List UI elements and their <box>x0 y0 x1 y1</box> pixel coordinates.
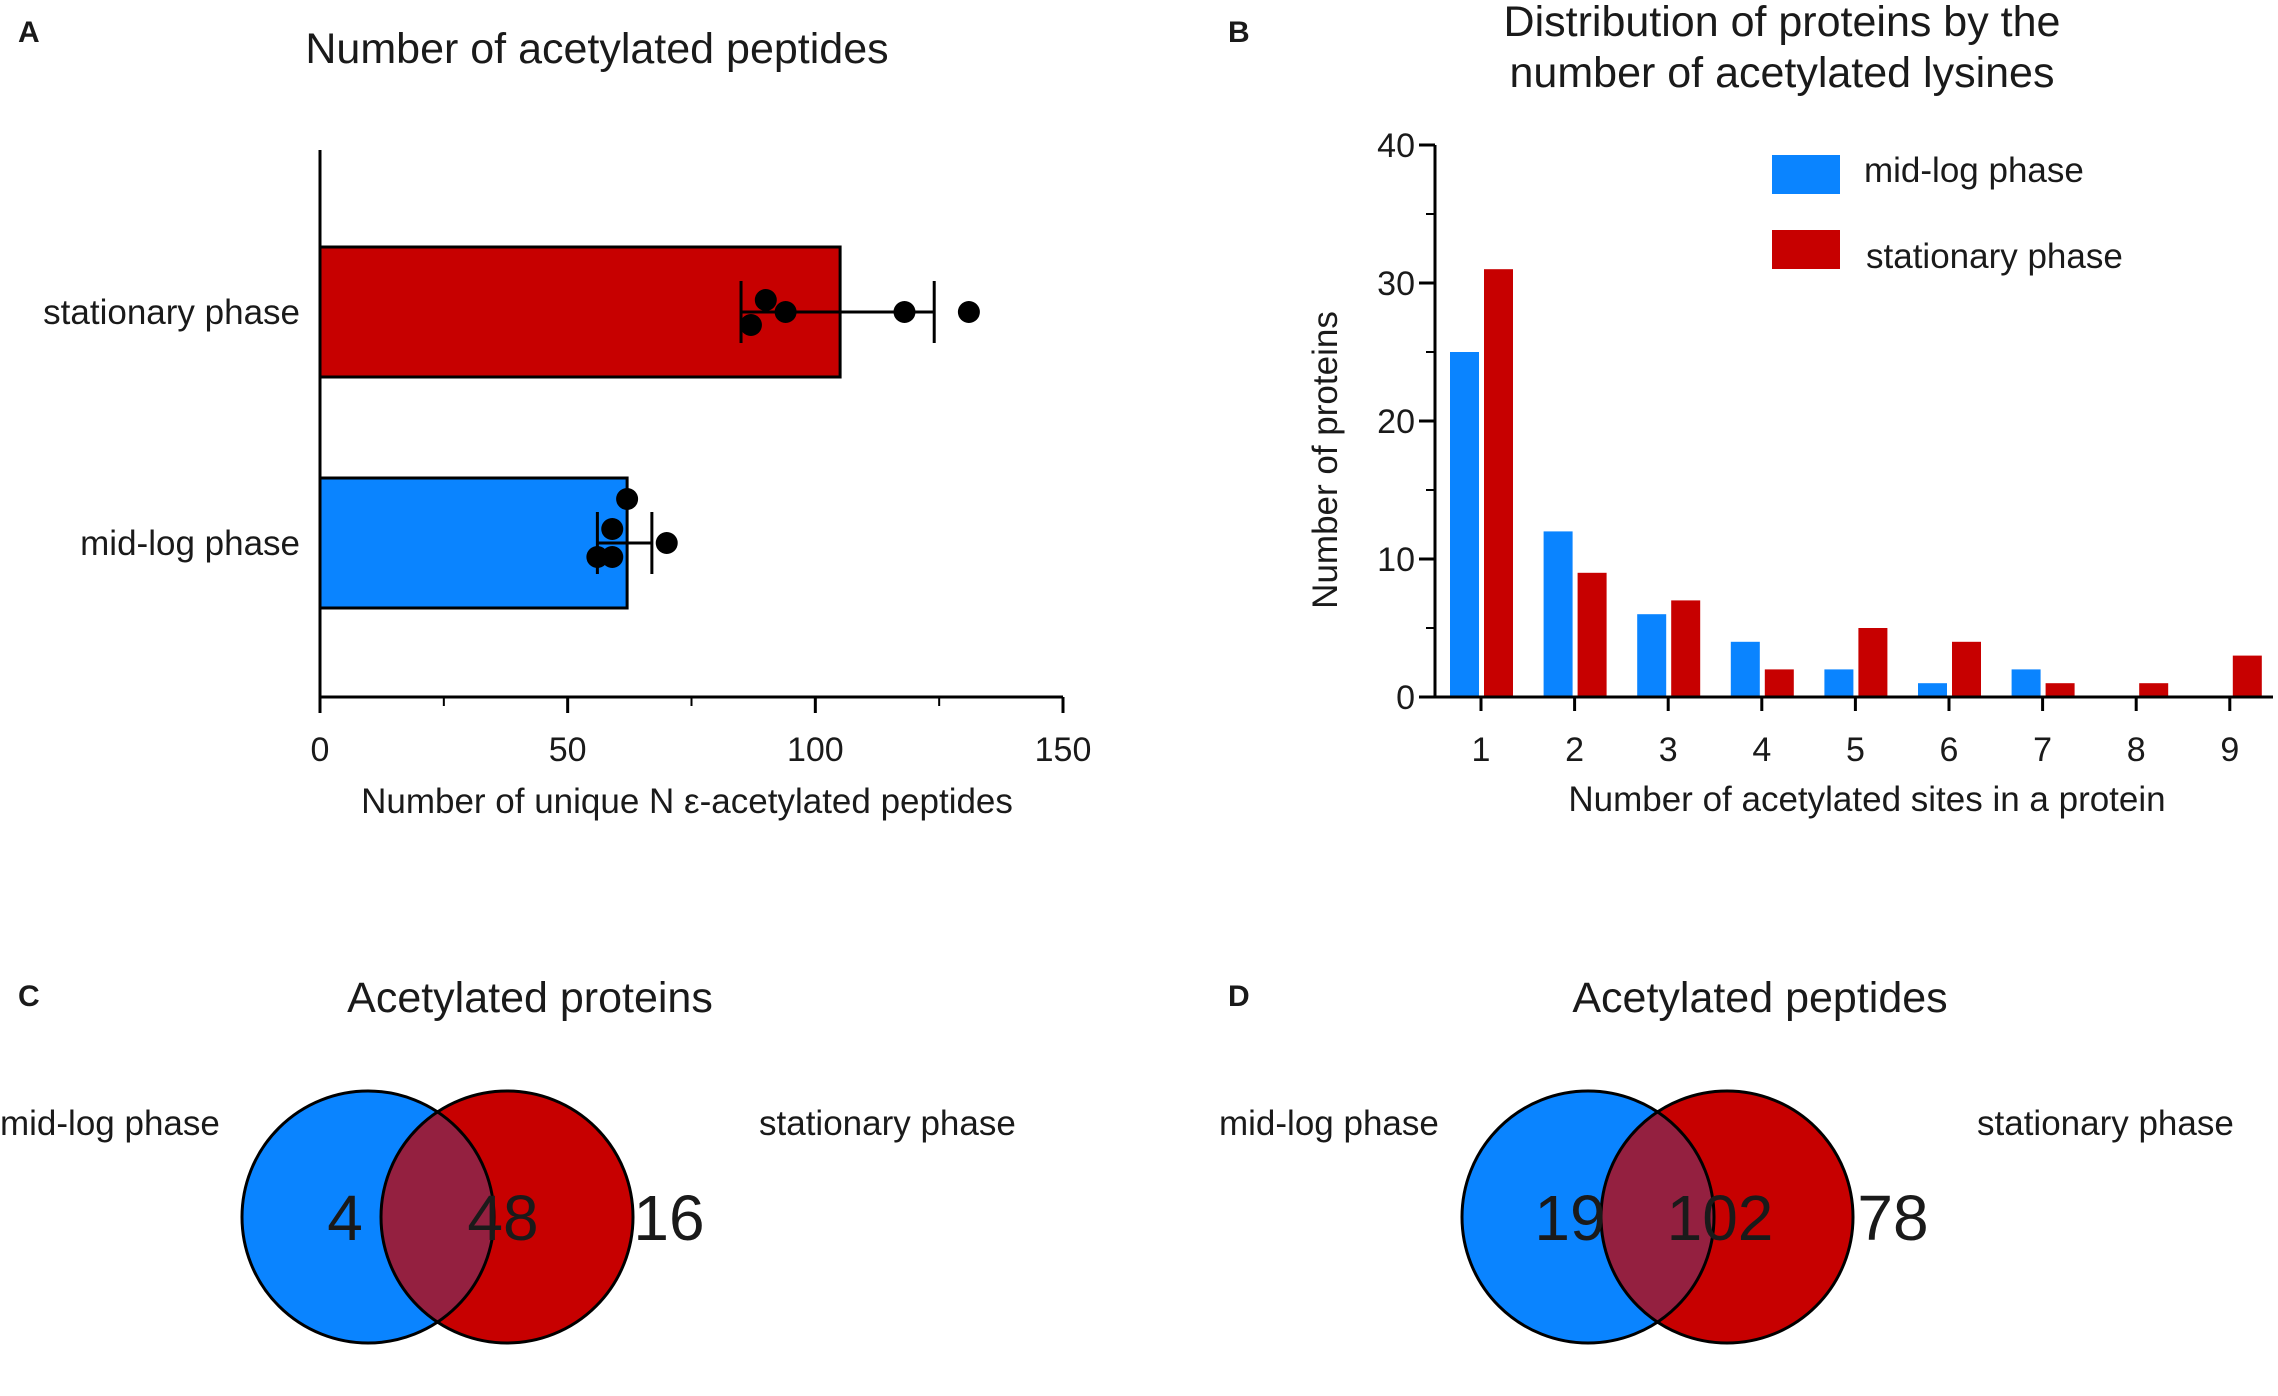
venn-c-left-set-label: mid-log phase <box>0 1104 220 1143</box>
x-tick-label: 100 <box>787 731 844 769</box>
venn-d-only-left: 19 <box>1534 1182 1605 1254</box>
x-tick-label: 5 <box>1846 731 1865 769</box>
bar-mid-log-5 <box>1824 669 1854 697</box>
venn-d-both: 102 <box>1667 1182 1774 1254</box>
bar-stationary-4 <box>1764 669 1794 697</box>
venn-c-both: 48 <box>467 1182 538 1254</box>
bar-stationary-7 <box>2045 683 2075 697</box>
x-tick-label: 1 <box>1472 731 1491 769</box>
x-tick-label: 4 <box>1752 731 1771 769</box>
panel-d: D Acetylated peptides mid-log phase stat… <box>1219 974 2234 1345</box>
panel-d-title: Acetylated peptides <box>1572 974 1947 1022</box>
legend-swatch-stationary <box>1772 230 1840 269</box>
panel-b-letter: B <box>1228 16 1250 49</box>
panel-a-plot: stationary phase mid-log phase 0 50 100 150 <box>43 150 1091 769</box>
panel-c-title: Acetylated proteins <box>347 974 713 1022</box>
category-label: mid-log phase <box>80 524 300 563</box>
bar-stationary-1 <box>1484 269 1513 697</box>
y-tick-label: 30 <box>1377 265 1415 303</box>
venn-d-right-set-label: stationary phase <box>1977 1104 2234 1143</box>
bar-mid-log-3 <box>1637 614 1667 697</box>
x-tick-label: 3 <box>1659 731 1678 769</box>
venn-d-left-outline <box>1460 1089 1716 1345</box>
data-point <box>893 301 916 323</box>
panel-a-letter: A <box>18 16 40 49</box>
panel-c: C Acetylated proteins mid-log phase stat… <box>0 974 1016 1345</box>
venn-c-only-right: 16 <box>633 1182 704 1254</box>
bar-stationary-9 <box>2232 655 2262 697</box>
bar-mid-log-1 <box>1450 352 1479 697</box>
venn-c-right-set-label: stationary phase <box>759 1104 1016 1143</box>
category-label: stationary phase <box>43 293 300 332</box>
data-point <box>601 518 624 540</box>
x-tick-label: 50 <box>549 731 587 769</box>
panel-b-title-line-2: number of acetylated lysines <box>1510 49 2055 97</box>
venn-c-left-outline <box>240 1089 496 1345</box>
data-point <box>754 289 777 311</box>
venn-c-only-left: 4 <box>327 1182 363 1254</box>
data-point <box>616 488 639 510</box>
panel-a-title: Number of acetylated peptides <box>305 25 888 73</box>
data-point <box>774 301 797 323</box>
bar-stationary-2 <box>1577 572 1607 697</box>
panel-c-letter: C <box>18 980 40 1013</box>
bar-stationary-3 <box>1671 600 1701 697</box>
venn-d-only-right: 78 <box>1857 1182 1928 1254</box>
bar-stationary-8 <box>2139 683 2169 697</box>
x-tick-label: 9 <box>2220 731 2239 769</box>
bar-mid-log-4 <box>1730 641 1760 697</box>
panel-b: B Distribution of proteins by the number… <box>1228 0 2273 819</box>
bar-mid-log-7 <box>2011 669 2041 697</box>
x-tick-label: 8 <box>2127 731 2146 769</box>
data-point <box>601 546 624 568</box>
venn-d-right-outline <box>1599 1089 1855 1345</box>
venn-c-right-outline <box>379 1089 635 1345</box>
bar-stationary-5 <box>1858 628 1888 697</box>
bar-mid-log-6 <box>1918 683 1947 697</box>
legend-label-stationary: stationary phase <box>1866 237 2123 276</box>
panel-a-x-axis-title: Number of unique N ε-acetylated peptides <box>361 782 1013 821</box>
panel-d-letter: D <box>1228 980 1250 1013</box>
x-tick-label: 0 <box>311 731 330 769</box>
bar-stationary-6 <box>1952 641 1981 697</box>
panel-a: A Number of acetylated peptides stationa… <box>18 16 1091 821</box>
panel-b-x-axis-title: Number of acetylated sites in a protein <box>1568 780 2165 819</box>
x-tick-label: 2 <box>1565 731 1584 769</box>
y-tick-label: 20 <box>1377 403 1415 441</box>
legend-swatch-mid-log <box>1772 155 1840 194</box>
panel-b-plot: 1 2 3 4 5 6 7 8 9 0 10 20 30 40 <box>1377 127 2273 769</box>
panel-b-legend: mid-log phase stationary phase <box>1772 151 2123 276</box>
x-tick-label: 150 <box>1035 731 1092 769</box>
data-point <box>655 532 678 554</box>
y-tick-label: 0 <box>1396 679 1415 717</box>
panel-b-y-axis-title: Number of proteins <box>1306 311 1345 609</box>
venn-c-overlap <box>381 1091 494 1343</box>
bar-mid-log <box>318 476 629 610</box>
y-tick-label: 40 <box>1377 127 1415 165</box>
data-point <box>739 314 762 336</box>
panel-b-title-line-1: Distribution of proteins by the <box>1504 0 2061 46</box>
venn-d-left-set-label: mid-log phase <box>1219 1104 1439 1143</box>
data-point <box>957 301 980 323</box>
legend-label-mid-log: mid-log phase <box>1864 151 2084 190</box>
y-tick-label: 10 <box>1377 541 1415 579</box>
x-tick-label: 6 <box>1940 731 1959 769</box>
bar-mid-log-2 <box>1543 531 1573 697</box>
venn-d-overlap <box>1601 1091 1714 1343</box>
x-tick-label: 7 <box>2033 731 2052 769</box>
